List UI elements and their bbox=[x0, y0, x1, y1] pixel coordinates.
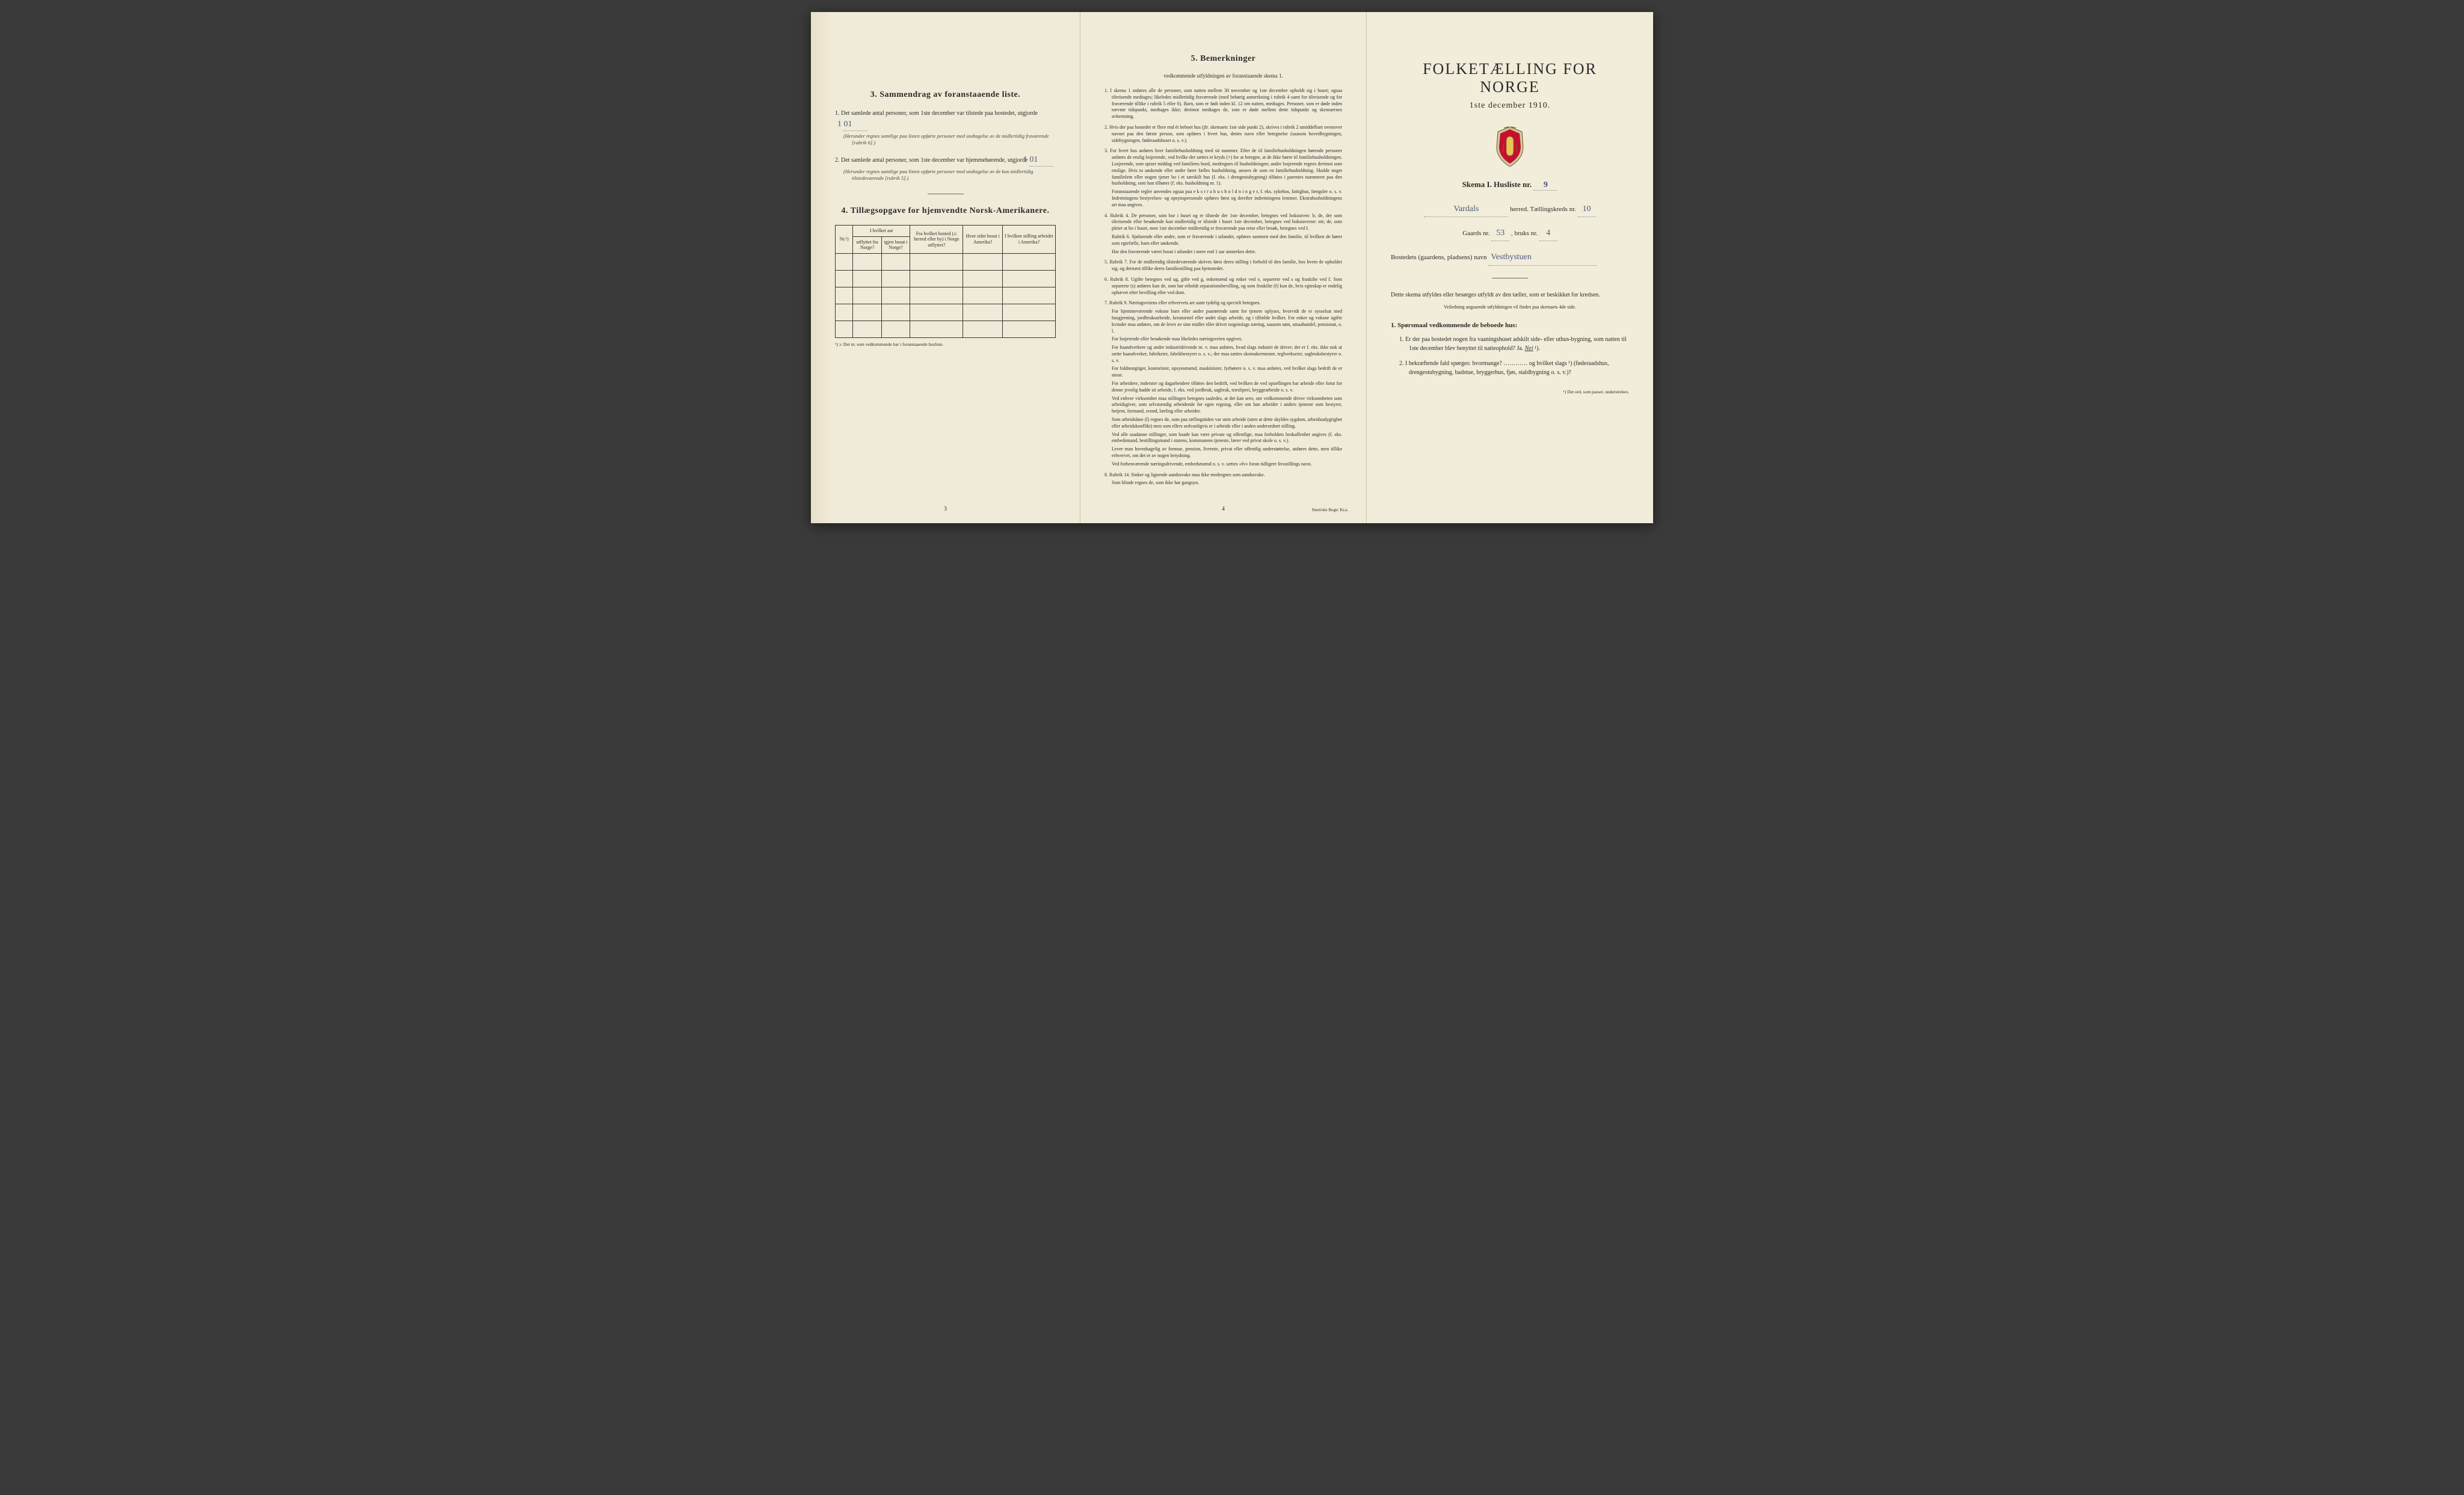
table-footnote: ¹) ɔ: Det nr. som vedkommende har i fora… bbox=[835, 342, 1056, 347]
summary-item-2: 2. Det samlede antal personer, som 1ste … bbox=[835, 153, 1056, 182]
remarks-item: 2. Hvis der paa bostedet er flere end ét… bbox=[1104, 124, 1342, 144]
fill-gaards: 53 bbox=[1491, 226, 1509, 241]
remarks-item: 7. Rubrik 9. Næringsveiens eller erhverv… bbox=[1104, 300, 1342, 467]
amerikaner-table: Nr.¹) I hvilket aar Fra hvilket bosted (… bbox=[835, 225, 1056, 338]
remarks-item: 4. Rubrik 4. De personer, som bor i huse… bbox=[1104, 213, 1342, 256]
section-3-title: 3. Sammendrag av foranstaaende liste. bbox=[835, 90, 1056, 100]
table-row bbox=[836, 321, 1056, 337]
printer-mark: Steen'ske Bogtr. Kr.a. bbox=[1311, 508, 1348, 512]
question-2: 2. I bekræftende fald spørges: hvormange… bbox=[1391, 359, 1629, 377]
fill-bruks: 4 bbox=[1539, 226, 1557, 241]
page-cover: FOLKETÆLLING FOR NORGE 1ste december 191… bbox=[1367, 12, 1653, 523]
section-5-subtitle: vedkommende utfyldningen av foranstaaend… bbox=[1104, 73, 1342, 79]
th-ut: utflyttet fra Norge? bbox=[853, 236, 882, 253]
page-number: 4 bbox=[1222, 506, 1225, 512]
remarks-item: 8. Rubrik 14. Sinker og lignende aandssv… bbox=[1104, 472, 1342, 487]
remarks-list: 1. I skema 1 anføres alle de personer, s… bbox=[1104, 88, 1342, 487]
footnote: ¹) Det ord, som passer, understrekes. bbox=[1391, 389, 1629, 394]
remarks-item: 3. For hvert hus anføres hver familiehus… bbox=[1104, 148, 1342, 208]
census-date: 1ste december 1910. bbox=[1391, 101, 1629, 111]
fill-bosted: Vestbystuen bbox=[1488, 250, 1597, 265]
coat-of-arms-icon bbox=[1492, 126, 1528, 168]
th-bosted: Fra hvilket bosted (ɔ: herred eller by) … bbox=[910, 226, 963, 254]
census-title: FOLKETÆLLING FOR NORGE bbox=[1391, 60, 1629, 96]
bosted-line: Bostedets (gaardens, pladsens) navn Vest… bbox=[1391, 250, 1629, 265]
questions-list: 1. Er der paa bostedet nogen fra vaaning… bbox=[1391, 335, 1629, 377]
th-stilling: I hvilken stilling arbeidet i Amerika? bbox=[1003, 226, 1056, 254]
page-4: 5. Bemerkninger vedkommende utfyldningen… bbox=[1080, 12, 1367, 523]
gaards-line: Gaards nr. 53 , bruks nr. 4 bbox=[1391, 226, 1629, 241]
fill-husliste-nr: 9 bbox=[1533, 180, 1557, 191]
th-nr: Nr.¹) bbox=[836, 226, 853, 254]
questions-heading: 1. Spørsmaal vedkommende de beboede hus: bbox=[1391, 322, 1629, 329]
page-number: 3 bbox=[944, 506, 947, 512]
herred-line: Vardals herred. Tællingskreds nr. 10 bbox=[1391, 201, 1629, 217]
section-5-title: 5. Bemerkninger bbox=[1104, 54, 1342, 64]
summary-item-1: 1. Det samlede antal personer, som 1ste … bbox=[835, 109, 1056, 146]
table-row bbox=[836, 270, 1056, 287]
skema-line: Skema I. Husliste nr. 9 bbox=[1391, 180, 1629, 191]
instructions-sub: Veiledning angaaende utfyldningen vil fi… bbox=[1391, 304, 1629, 310]
question-1: 1. Er der paa bostedet nogen fra vaaning… bbox=[1391, 335, 1629, 353]
fill-hjemme: 1 01 bbox=[1029, 153, 1053, 167]
table-row bbox=[836, 304, 1056, 321]
page-3: 3. Sammendrag av foranstaaende liste. 1.… bbox=[811, 12, 1080, 523]
remarks-item: 1. I skema 1 anføres alle de personer, s… bbox=[1104, 88, 1342, 120]
table-row bbox=[836, 287, 1056, 304]
th-aar: I hvilket aar bbox=[853, 226, 910, 237]
fill-herred: Vardals bbox=[1424, 201, 1508, 217]
answer-nei: Nei bbox=[1525, 345, 1533, 352]
th-igjen: igjen bosat i Norge? bbox=[881, 236, 910, 253]
section-4-title: 4. Tillægsopgave for hjemvendte Norsk-Am… bbox=[835, 206, 1056, 216]
table-row bbox=[836, 253, 1056, 270]
remarks-item: 5. Rubrik 7. For de midlertidig tilstede… bbox=[1104, 259, 1342, 272]
fill-tilstede: 1 01 bbox=[843, 118, 867, 131]
instructions: Dette skema utfyldes eller besørges utfy… bbox=[1391, 290, 1629, 299]
summary-list: 1. Det samlede antal personer, som 1ste … bbox=[835, 109, 1056, 182]
document-spread: 3. Sammendrag av foranstaaende liste. 1.… bbox=[811, 12, 1653, 523]
remarks-item: 6. Rubrik 8. Ugifte betegnes ved ug, gif… bbox=[1104, 277, 1342, 296]
fill-kreds: 10 bbox=[1578, 201, 1596, 217]
th-sidst: Hvor sidst bosat i Amerika? bbox=[963, 226, 1003, 254]
